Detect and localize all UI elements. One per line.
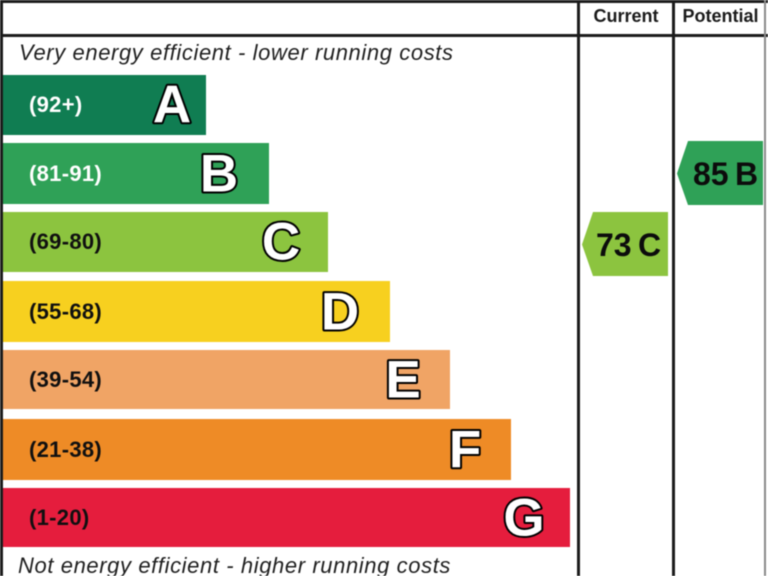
svg-text:G: G <box>503 488 544 547</box>
svg-text:A: A <box>153 76 191 135</box>
svg-text:F: F <box>449 420 481 479</box>
svg-text:E: E <box>385 350 420 409</box>
svg-text:B: B <box>200 144 238 203</box>
svg-text:D: D <box>321 282 359 341</box>
svg-text:C: C <box>262 213 300 272</box>
